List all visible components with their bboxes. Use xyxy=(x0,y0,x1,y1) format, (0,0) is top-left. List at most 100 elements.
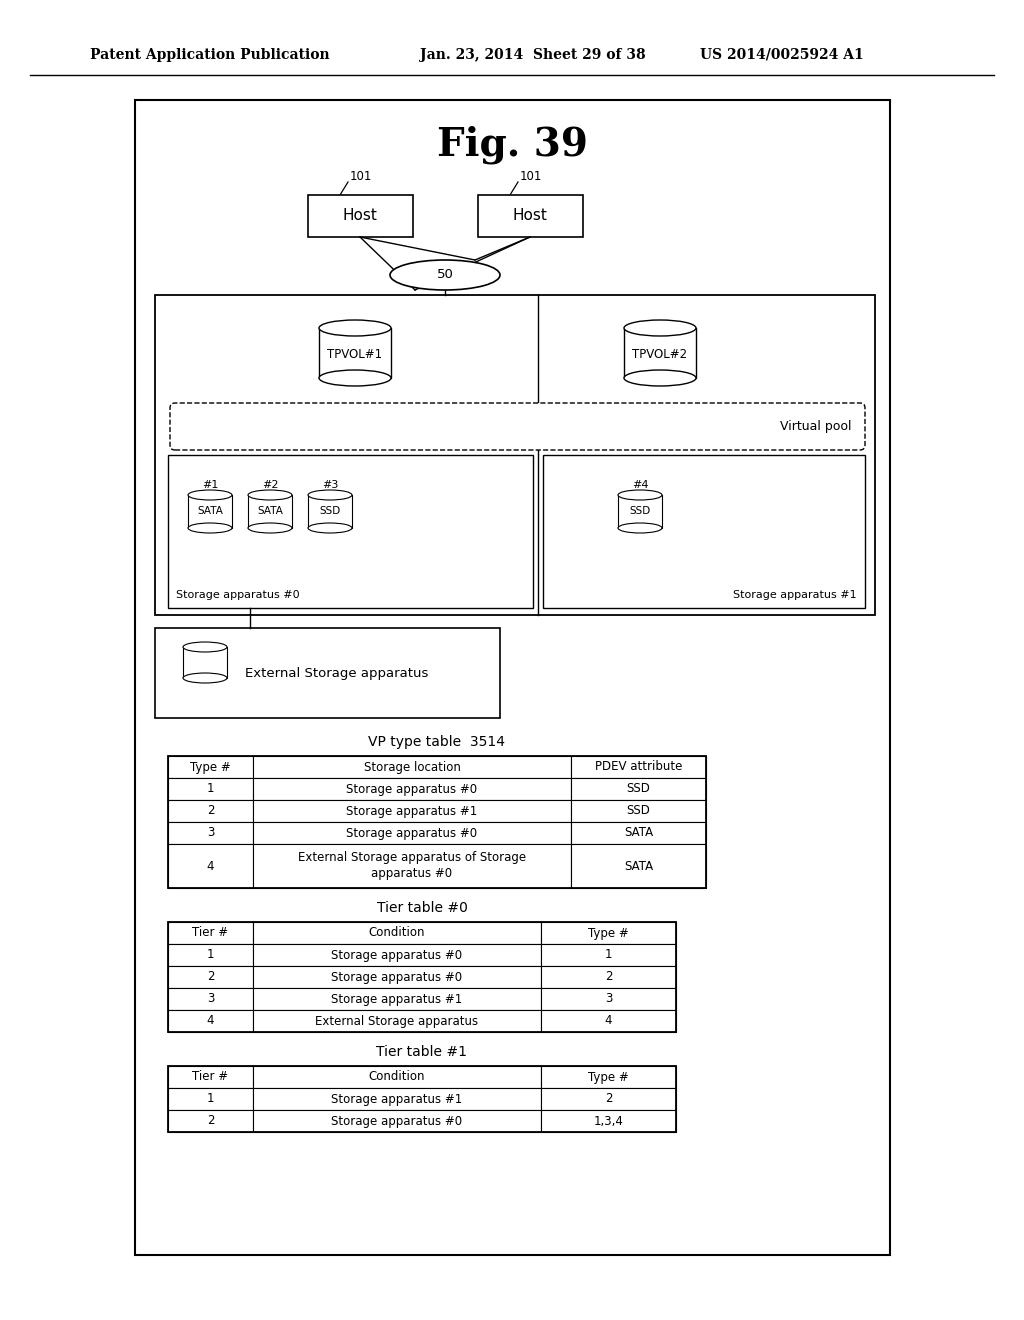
Text: 1,3,4: 1,3,4 xyxy=(594,1114,624,1127)
Ellipse shape xyxy=(618,523,662,533)
Text: 1: 1 xyxy=(207,949,214,961)
Bar xyxy=(188,495,232,528)
Bar xyxy=(253,843,571,888)
Bar xyxy=(319,327,391,378)
Text: Tier #: Tier # xyxy=(193,1071,228,1084)
Text: SATA: SATA xyxy=(624,859,653,873)
Bar xyxy=(571,777,706,800)
Text: SATA: SATA xyxy=(257,507,283,516)
Text: Condition: Condition xyxy=(369,927,425,940)
Bar xyxy=(168,843,253,888)
Bar xyxy=(624,327,696,378)
Bar xyxy=(168,777,253,800)
Ellipse shape xyxy=(319,370,391,385)
Text: 50: 50 xyxy=(436,268,454,281)
Bar xyxy=(155,294,874,615)
Bar xyxy=(168,822,253,843)
Text: #3: #3 xyxy=(322,480,338,490)
Bar xyxy=(541,921,676,944)
Bar xyxy=(168,944,253,966)
Text: 4: 4 xyxy=(207,1015,214,1027)
Bar xyxy=(253,987,541,1010)
Text: Storage apparatus #1: Storage apparatus #1 xyxy=(332,993,463,1006)
Text: 1: 1 xyxy=(605,949,612,961)
FancyBboxPatch shape xyxy=(170,403,865,450)
Bar xyxy=(541,1110,676,1133)
Text: Host: Host xyxy=(343,209,378,223)
Text: 4: 4 xyxy=(605,1015,612,1027)
Bar xyxy=(571,822,706,843)
Bar xyxy=(571,800,706,822)
Bar xyxy=(618,495,662,528)
Text: External Storage apparatus: External Storage apparatus xyxy=(315,1015,478,1027)
Text: Storage apparatus #0: Storage apparatus #0 xyxy=(332,949,463,961)
Bar xyxy=(168,1067,253,1088)
Bar xyxy=(253,1110,541,1133)
Bar xyxy=(541,1088,676,1110)
Bar xyxy=(253,822,571,843)
Text: 2: 2 xyxy=(605,1093,612,1106)
Text: 2: 2 xyxy=(605,970,612,983)
Text: Storage apparatus #1: Storage apparatus #1 xyxy=(332,1093,463,1106)
Text: VP type table  3514: VP type table 3514 xyxy=(369,735,506,748)
Text: Storage apparatus #0: Storage apparatus #0 xyxy=(332,1114,463,1127)
Bar xyxy=(168,987,253,1010)
Bar xyxy=(541,1010,676,1032)
Bar xyxy=(168,800,253,822)
Bar xyxy=(168,455,534,609)
Bar xyxy=(543,455,865,609)
Text: 1: 1 xyxy=(207,1093,214,1106)
Text: Tier #: Tier # xyxy=(193,927,228,940)
Ellipse shape xyxy=(618,490,662,500)
Text: 3: 3 xyxy=(207,993,214,1006)
Text: Type #: Type # xyxy=(588,1071,629,1084)
Bar xyxy=(183,647,227,678)
Ellipse shape xyxy=(248,490,292,500)
Bar xyxy=(168,1067,676,1133)
Text: Tier table #1: Tier table #1 xyxy=(377,1045,468,1059)
Text: 1: 1 xyxy=(207,783,214,796)
Ellipse shape xyxy=(188,523,232,533)
Text: Tier table #0: Tier table #0 xyxy=(377,902,467,915)
Text: TPVOL#1: TPVOL#1 xyxy=(328,348,383,362)
Text: 2: 2 xyxy=(207,804,214,817)
Text: 3: 3 xyxy=(605,993,612,1006)
Text: PDEV attribute: PDEV attribute xyxy=(595,760,682,774)
Bar xyxy=(253,944,541,966)
Text: Condition: Condition xyxy=(369,1071,425,1084)
Text: Type #: Type # xyxy=(588,927,629,940)
Bar xyxy=(477,195,583,238)
Text: 101: 101 xyxy=(520,170,543,183)
Text: Fig. 39: Fig. 39 xyxy=(437,125,588,164)
Ellipse shape xyxy=(308,523,352,533)
Bar xyxy=(541,987,676,1010)
Text: US 2014/0025924 A1: US 2014/0025924 A1 xyxy=(700,48,864,62)
Text: #2: #2 xyxy=(262,480,279,490)
Text: 2: 2 xyxy=(207,1114,214,1127)
Text: Storage apparatus #0: Storage apparatus #0 xyxy=(332,970,463,983)
Bar xyxy=(253,1010,541,1032)
Text: SSD: SSD xyxy=(319,507,341,516)
Text: Storage apparatus #0: Storage apparatus #0 xyxy=(176,590,300,601)
Bar xyxy=(253,1088,541,1110)
Bar xyxy=(307,195,413,238)
Text: SATA: SATA xyxy=(197,507,223,516)
Ellipse shape xyxy=(188,490,232,500)
Ellipse shape xyxy=(183,673,227,682)
Text: External Storage apparatus: External Storage apparatus xyxy=(245,667,428,680)
Bar xyxy=(253,1067,541,1088)
Bar xyxy=(168,1110,253,1133)
Ellipse shape xyxy=(308,490,352,500)
Text: Patent Application Publication: Patent Application Publication xyxy=(90,48,330,62)
Bar xyxy=(248,495,292,528)
Bar xyxy=(168,756,706,888)
Bar xyxy=(541,966,676,987)
Bar xyxy=(155,628,500,718)
Bar xyxy=(253,800,571,822)
Text: 101: 101 xyxy=(350,170,373,183)
Bar xyxy=(571,843,706,888)
Text: TPVOL#2: TPVOL#2 xyxy=(633,348,687,362)
Ellipse shape xyxy=(624,319,696,337)
Bar xyxy=(168,756,253,777)
Ellipse shape xyxy=(390,260,500,290)
